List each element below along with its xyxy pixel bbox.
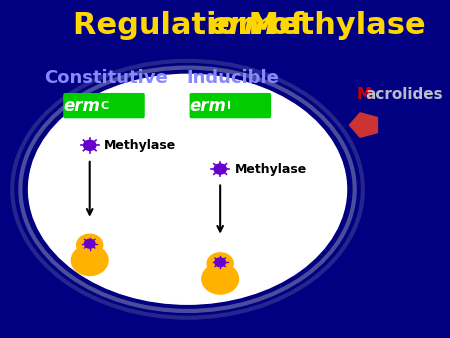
Text: erm: erm [209, 11, 276, 40]
Circle shape [215, 258, 225, 267]
Text: Methylase: Methylase [104, 139, 176, 152]
FancyBboxPatch shape [63, 93, 145, 118]
Text: erm: erm [63, 97, 100, 115]
Circle shape [207, 253, 233, 274]
Circle shape [202, 264, 238, 294]
Text: Methylase: Methylase [234, 163, 307, 175]
Text: Constitutive: Constitutive [44, 69, 168, 87]
Circle shape [76, 234, 103, 256]
Circle shape [72, 245, 108, 275]
FancyBboxPatch shape [189, 93, 271, 118]
Text: M: M [357, 87, 372, 102]
Circle shape [84, 140, 96, 150]
Ellipse shape [28, 74, 347, 304]
Text: I: I [227, 101, 231, 111]
Circle shape [85, 239, 95, 248]
Text: acrolides: acrolides [366, 87, 443, 102]
Circle shape [214, 164, 226, 174]
Text: C: C [101, 101, 109, 111]
Text: Regulation of: Regulation of [73, 11, 315, 40]
Text: Methylase: Methylase [238, 11, 425, 40]
Text: Inducible: Inducible [186, 69, 279, 87]
Text: erm: erm [189, 97, 226, 115]
